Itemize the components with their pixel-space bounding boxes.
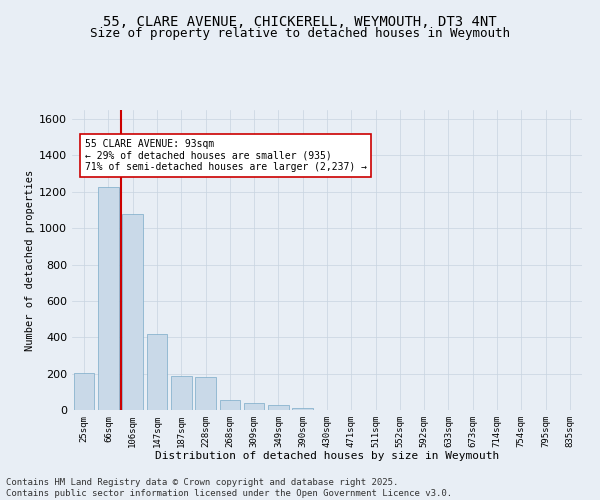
Bar <box>98 188 119 410</box>
Bar <box>220 400 240 410</box>
Bar <box>195 378 216 410</box>
X-axis label: Distribution of detached houses by size in Weymouth: Distribution of detached houses by size … <box>155 452 499 462</box>
Bar <box>74 372 94 410</box>
Bar <box>292 408 313 410</box>
Text: Size of property relative to detached houses in Weymouth: Size of property relative to detached ho… <box>90 28 510 40</box>
Bar <box>146 334 167 410</box>
Text: 55 CLARE AVENUE: 93sqm
← 29% of detached houses are smaller (935)
71% of semi-de: 55 CLARE AVENUE: 93sqm ← 29% of detached… <box>85 139 367 172</box>
Y-axis label: Number of detached properties: Number of detached properties <box>25 170 35 350</box>
Bar <box>244 402 265 410</box>
Text: Contains HM Land Registry data © Crown copyright and database right 2025.
Contai: Contains HM Land Registry data © Crown c… <box>6 478 452 498</box>
Bar <box>268 404 289 410</box>
Bar <box>122 214 143 410</box>
Bar <box>171 376 191 410</box>
Text: 55, CLARE AVENUE, CHICKERELL, WEYMOUTH, DT3 4NT: 55, CLARE AVENUE, CHICKERELL, WEYMOUTH, … <box>103 15 497 29</box>
